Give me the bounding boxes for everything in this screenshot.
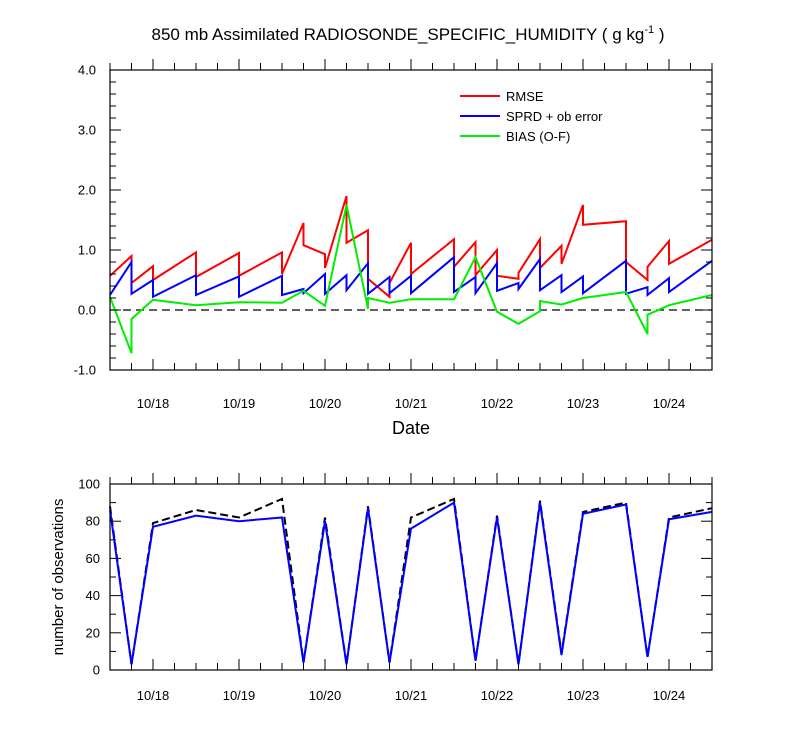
legend-label: RMSE [506, 89, 544, 104]
x-tick-label: 10/21 [395, 396, 428, 411]
top-series-group [109, 195, 713, 354]
title-superscript: -1 [644, 24, 654, 36]
y-tick-label: 40 [86, 588, 100, 603]
series-line-rmse [109, 195, 713, 299]
legend-item-rmse: RMSE [460, 89, 544, 104]
top-panel: 10/18 10/19 10/20 10/21 10/22 10/23 10/24 -1.0 0… [74, 59, 713, 438]
x-tick-label: 10/19 [223, 396, 256, 411]
y-tick-label: 1.0 [78, 243, 96, 258]
x-tick-label: 10/20 [309, 396, 342, 411]
y-tick-label: 3.0 [78, 123, 96, 138]
x-tick-label: 10/21 [395, 688, 428, 703]
y-tick-label: 80 [86, 514, 100, 529]
x-tick-label: 10/18 [137, 688, 170, 703]
legend-item-bias-o-f: BIAS (O-F) [460, 129, 570, 144]
series-line-possible [109, 497, 713, 665]
y-tick-label: 100 [78, 477, 100, 492]
y-tick-label: 4.0 [78, 63, 96, 78]
x-tick-label: 10/22 [481, 688, 514, 703]
legend-label: SPRD + ob error [506, 109, 603, 124]
y-tick-label: 60 [86, 551, 100, 566]
chart-title: 850 mb Assimilated RADIOSONDE_SPECIFIC_H… [152, 24, 665, 44]
x-tick-label: 10/22 [481, 396, 514, 411]
x-tick-label: 10/20 [309, 688, 342, 703]
legend-item-sprd-ob-error: SPRD + ob error [460, 109, 603, 124]
bottom-panel: 10/18 10/19 10/20 10/21 10/22 10/23 10/24 0 20 40… [50, 473, 713, 703]
series-line-sprd-ob-error [109, 255, 713, 299]
series-line-used [109, 500, 713, 665]
x-tick-label: 10/24 [653, 396, 686, 411]
bottom-ticks-group: 10/18 10/19 10/20 10/21 10/22 10/23 10/24 0 20 40… [78, 473, 713, 703]
x-tick-label: 10/23 [567, 688, 600, 703]
y-tick-label: 20 [86, 625, 100, 640]
x-tick-label: 10/23 [567, 396, 600, 411]
x-axis-title: Date [392, 418, 430, 438]
bottom-series-group [109, 497, 713, 665]
y-tick-label: 2.0 [78, 183, 96, 198]
top-plot-frame [109, 69, 713, 371]
y-axis-title: number of observations [50, 499, 67, 656]
x-tick-label: 10/18 [137, 396, 170, 411]
x-tick-label: 10/24 [653, 688, 686, 703]
bottom-plot-frame [109, 483, 713, 671]
legend-label: BIAS (O-F) [506, 129, 570, 144]
y-tick-label: 0.0 [78, 303, 96, 318]
series-line-bias-o-f [109, 204, 713, 354]
x-tick-label: 10/19 [223, 688, 256, 703]
top-ticks-group: 10/18 10/19 10/20 10/21 10/22 10/23 10/24 -1.0 0… [74, 59, 713, 411]
y-tick-label: -1.0 [74, 363, 96, 378]
legend: RMSE SPRD + ob error BIAS (O-F) [460, 89, 603, 144]
y-tick-label: 0 [93, 663, 100, 678]
